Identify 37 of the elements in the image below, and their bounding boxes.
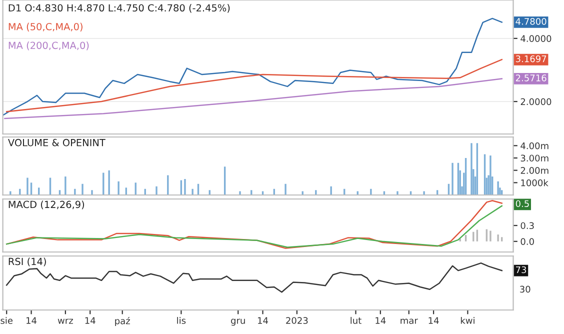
y-tick-label: 3.00m <box>520 154 548 162</box>
chart-title: RSI (14) <box>8 258 46 266</box>
line-series <box>2 18 502 116</box>
chart-title: D1 O:4.830 H:4.870 L:4.750 C:4.780 (-2.45%) <box>8 4 230 13</box>
x-tick-label: 14 <box>85 317 96 324</box>
annotation: 4.7800 <box>516 18 546 25</box>
x-tick-label: lis <box>177 316 186 324</box>
annotation: 2.5716 <box>516 74 546 82</box>
annotation: 73 <box>516 266 526 274</box>
annotation: 3.1697 <box>516 55 546 62</box>
x-tick-label: lut <box>350 316 362 324</box>
x-tick-label: wrz <box>58 318 73 324</box>
x-tick-label: kwi <box>460 316 474 324</box>
y-tick-label: 0.3 <box>520 222 534 230</box>
chart-title: MACD (12,26,9) <box>8 200 84 210</box>
y-tick-label: 4.0000 <box>520 35 552 42</box>
y-tick-label: 0.0 <box>520 238 534 245</box>
y-tick-label: 2.00m <box>520 167 548 174</box>
x-tick-label: 2023 <box>286 317 308 324</box>
x-tick-label: paź <box>115 316 130 326</box>
chart-title: VOLUME & OPENINT <box>8 138 106 146</box>
text: 30 <box>520 286 530 293</box>
line-series <box>4 78 502 120</box>
x-tick-label: gru <box>231 318 245 326</box>
x-tick-label: 14 <box>376 317 386 324</box>
text: 0.5 <box>516 200 529 208</box>
text: MA (50,C,MA,0) <box>8 22 82 32</box>
line-series <box>6 58 502 112</box>
x-tick-label: sie <box>0 316 13 324</box>
y-tick-label: 1000k <box>521 179 548 186</box>
x-tick-label: 14 <box>428 317 439 324</box>
text: MA (200,C,MA,0) <box>8 42 89 50</box>
x-tick-label: 14 <box>258 317 268 324</box>
y-tick-label: 2.0000 <box>520 98 552 106</box>
y-tick-label: 4.00m <box>520 142 548 150</box>
x-tick-label: mar <box>400 318 418 324</box>
x-tick-label: 14 <box>26 317 37 324</box>
